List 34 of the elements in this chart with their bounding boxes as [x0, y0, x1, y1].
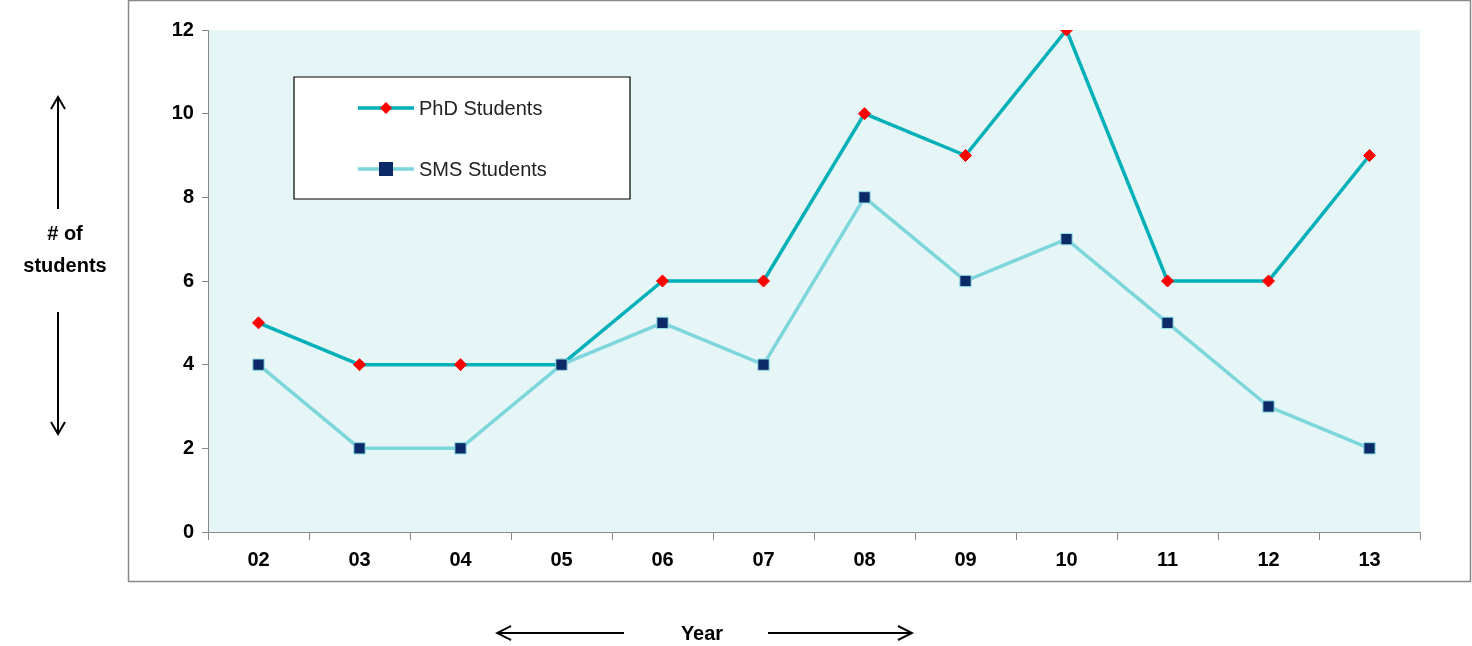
legend-label: SMS Students — [419, 157, 547, 180]
x-tick-label: 03 — [348, 547, 371, 570]
y-tick-label: 0 — [182, 519, 194, 542]
y-tick-label: 10 — [171, 101, 194, 124]
x-tick-label: 12 — [1257, 547, 1280, 570]
point — [1363, 442, 1376, 455]
point — [656, 316, 669, 329]
x-tick-label: 09 — [954, 547, 977, 570]
y-axis-title: # of students — [23, 221, 107, 276]
point — [353, 442, 366, 455]
y-tick-label: 8 — [182, 184, 194, 207]
point — [959, 274, 972, 288]
x-tick-label: 05 — [550, 547, 573, 570]
x-tick-label: 08 — [853, 547, 876, 570]
point — [858, 191, 871, 204]
y-tick-label: 4 — [182, 352, 195, 375]
x-axis-title: Year — [680, 621, 724, 644]
point — [1161, 316, 1174, 329]
x-tick-label: 13 — [1358, 547, 1381, 570]
point — [1262, 400, 1275, 413]
x-tick-label: 11 — [1156, 547, 1179, 570]
y-tick-label: 2 — [182, 435, 194, 458]
point — [454, 442, 467, 455]
y-tick-label: 12 — [171, 17, 194, 40]
point — [1060, 233, 1073, 246]
x-tick-label: 04 — [449, 547, 473, 570]
x-tick-label: 07 — [752, 547, 775, 570]
x-tick-label: 06 — [651, 547, 674, 570]
point — [757, 358, 770, 371]
y-tick-label: 6 — [182, 268, 194, 291]
x-tick-label: 02 — [247, 547, 270, 570]
legend-label: PhD Students — [419, 96, 543, 119]
x-tick-label: 10 — [1055, 547, 1078, 570]
point — [252, 358, 265, 371]
